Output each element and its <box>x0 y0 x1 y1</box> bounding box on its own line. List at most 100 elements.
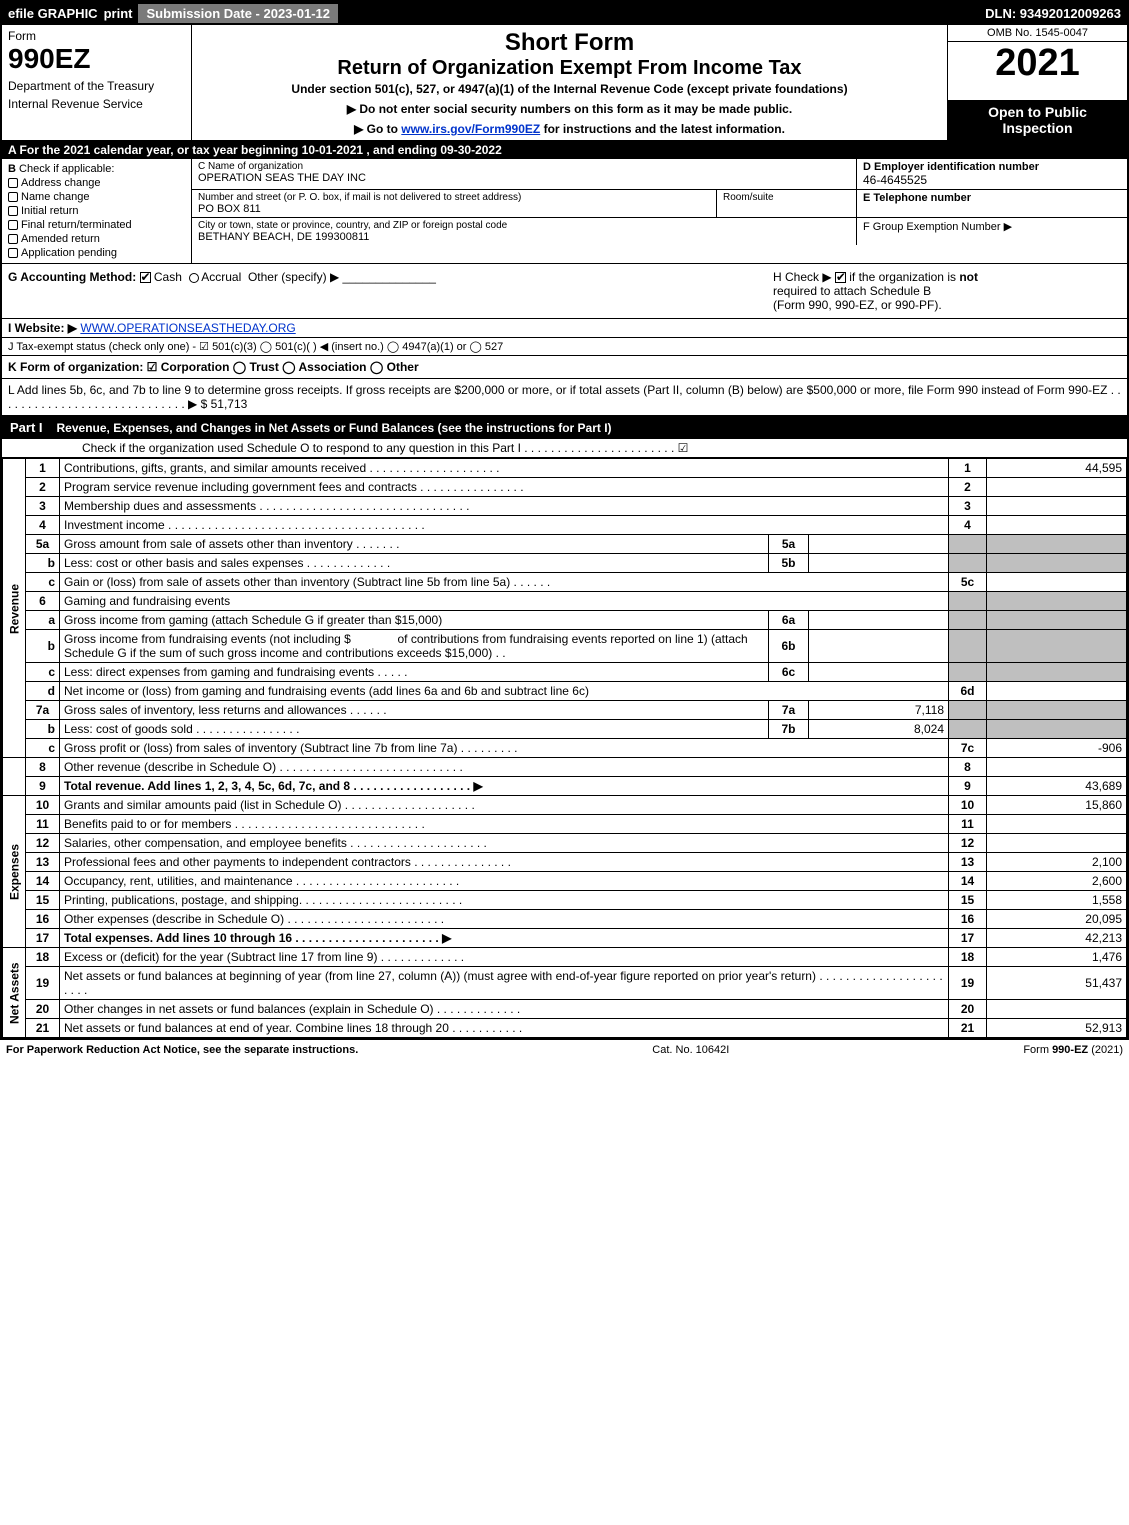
line-7b-desc: Less: cost of goods sold . . . . . . . .… <box>60 720 769 739</box>
line-7b-mn: 7b <box>769 720 809 739</box>
line-5b-desc: Less: cost or other basis and sales expe… <box>60 554 769 573</box>
line-21-rnum: 21 <box>949 1019 987 1038</box>
line-2-desc: Program service revenue including govern… <box>60 478 949 497</box>
subtitle: Under section 501(c), 527, or 4947(a)(1)… <box>198 82 941 96</box>
lines-table: Revenue 1 Contributions, gifts, grants, … <box>2 458 1127 1038</box>
line-7b-mv: 8,024 <box>809 720 949 739</box>
line-8-rnum: 8 <box>949 758 987 777</box>
checkbox-amended-return[interactable] <box>8 234 18 244</box>
line-7c-rnum: 7c <box>949 739 987 758</box>
short-form-title: Short Form <box>198 29 941 57</box>
goto-link[interactable]: www.irs.gov/Form990EZ <box>401 122 540 136</box>
line-6c-mn: 6c <box>769 663 809 682</box>
line-5c-desc: Gain or (loss) from sale of assets other… <box>60 573 949 592</box>
line-6b-d1: Gross income from fundraising events (no… <box>64 632 351 646</box>
line-6a-mn: 6a <box>769 611 809 630</box>
line-3-num: 3 <box>26 497 60 516</box>
line-1-rnum: 1 <box>949 459 987 478</box>
checkbox-application-pending[interactable] <box>8 248 18 258</box>
side-blank1 <box>3 758 26 796</box>
line-6b-num: b <box>26 630 60 663</box>
line-15-amt: 1,558 <box>987 891 1127 910</box>
radio-accrual[interactable] <box>189 273 199 283</box>
line-19-rnum: 19 <box>949 967 987 1000</box>
line-2-num: 2 <box>26 478 60 497</box>
row-g-h: G Accounting Method: Cash Accrual Other … <box>2 264 1127 319</box>
part-i-checkif: Check if the organization used Schedule … <box>2 439 1127 458</box>
dln-label: DLN: 93492012009263 <box>985 6 1121 21</box>
line-10-rnum: 10 <box>949 796 987 815</box>
i-prefix: I Website: ▶ <box>8 321 77 335</box>
part-i-label: Part I <box>2 416 51 439</box>
line-11-rnum: 11 <box>949 815 987 834</box>
form-number: 990EZ <box>8 43 185 75</box>
line-8-num: 8 <box>26 758 60 777</box>
tax-year: 2021 <box>948 42 1127 100</box>
city-label: City or town, state or province, country… <box>198 220 850 231</box>
line-7c-amt: -906 <box>987 739 1127 758</box>
line-13-amt: 2,100 <box>987 853 1127 872</box>
line-6-num: 6 <box>26 592 60 611</box>
checkbox-initial-return[interactable] <box>8 206 18 216</box>
h-line3: (Form 990, 990-EZ, or 990-PF). <box>773 298 942 312</box>
line-4-num: 4 <box>26 516 60 535</box>
opt-final-return: Final return/terminated <box>21 219 132 231</box>
line-19-desc: Net assets or fund balances at beginning… <box>60 967 949 1000</box>
line-8-amt <box>987 758 1127 777</box>
line-20-amt <box>987 1000 1127 1019</box>
part-i-title: Revenue, Expenses, and Changes in Net As… <box>51 417 1127 439</box>
line-10-num: 10 <box>26 796 60 815</box>
line-4-amt <box>987 516 1127 535</box>
line-14-desc: Occupancy, rent, utilities, and maintena… <box>60 872 949 891</box>
opt-initial-return: Initial return <box>21 205 78 217</box>
line-7a-mv: 7,118 <box>809 701 949 720</box>
line-3-desc: Membership dues and assessments . . . . … <box>60 497 949 516</box>
line-4-rnum: 4 <box>949 516 987 535</box>
line-12-desc: Salaries, other compensation, and employ… <box>60 834 949 853</box>
g-prefix: G Accounting Method: <box>8 270 136 284</box>
checkbox-address-change[interactable] <box>8 178 18 188</box>
line-5a-mv <box>809 535 949 554</box>
part-i-header: Part I Revenue, Expenses, and Changes in… <box>2 416 1127 439</box>
line-14-num: 14 <box>26 872 60 891</box>
main-title: Return of Organization Exempt From Incom… <box>198 57 941 80</box>
line-6d-num: d <box>26 682 60 701</box>
line-5a-mn: 5a <box>769 535 809 554</box>
line-11-num: 11 <box>26 815 60 834</box>
line-5c-num: c <box>26 573 60 592</box>
form-word: Form <box>8 29 185 43</box>
line-6c-grey <box>949 663 987 682</box>
checkbox-final-return[interactable] <box>8 220 18 230</box>
line-3-rnum: 3 <box>949 497 987 516</box>
h-line1a: H Check ▶ <box>773 270 835 284</box>
d-label: D Employer identification number <box>863 161 1121 173</box>
print-label[interactable]: print <box>104 6 133 21</box>
line-6b-mv <box>809 630 949 663</box>
line-16-desc: Other expenses (describe in Schedule O) … <box>60 910 949 929</box>
checkbox-cash[interactable] <box>140 272 151 283</box>
row-j: J Tax-exempt status (check only one) - ☑… <box>2 338 1127 356</box>
opt-address-change: Address change <box>21 177 101 189</box>
line-12-amt <box>987 834 1127 853</box>
submission-date: Submission Date - 2023-01-12 <box>138 4 338 23</box>
line-7a-grey <box>949 701 987 720</box>
line-6c-mv <box>809 663 949 682</box>
line-14-amt: 2,600 <box>987 872 1127 891</box>
checkbox-name-change[interactable] <box>8 192 18 202</box>
footer-left: For Paperwork Reduction Act Notice, see … <box>6 1044 358 1056</box>
line-15-desc: Printing, publications, postage, and shi… <box>60 891 949 910</box>
line-6-grey <box>949 592 987 611</box>
website-link[interactable]: WWW.OPERATIONSEASTHEDAY.ORG <box>80 321 295 335</box>
line-20-rnum: 20 <box>949 1000 987 1019</box>
line-7b-greyamt <box>987 720 1127 739</box>
line-7a-mn: 7a <box>769 701 809 720</box>
goto-suffix: for instructions and the latest informat… <box>540 122 785 136</box>
checkbox-h[interactable] <box>835 272 846 283</box>
warning-line: ▶ Do not enter social security numbers o… <box>198 102 941 116</box>
line-6c-greyamt <box>987 663 1127 682</box>
b-header: B <box>8 163 16 175</box>
line-6-desc: Gaming and fundraising events <box>60 592 949 611</box>
line-6b-grey <box>949 630 987 663</box>
street-value: PO BOX 811 <box>198 203 710 215</box>
footer-center: Cat. No. 10642I <box>652 1044 729 1056</box>
